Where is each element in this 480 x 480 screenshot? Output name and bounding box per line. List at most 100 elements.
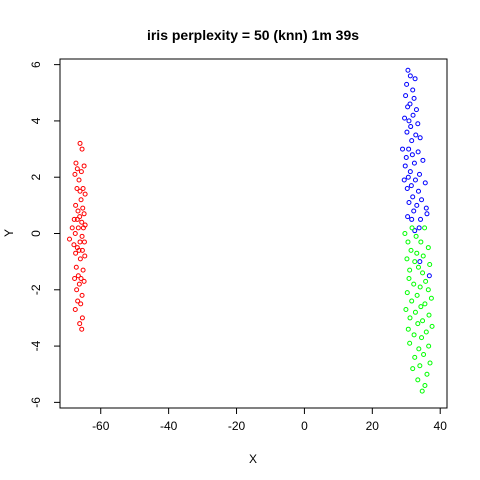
data-point [79, 219, 85, 225]
data-point [409, 138, 415, 144]
data-point [79, 247, 85, 253]
data-point [79, 146, 85, 152]
data-point [412, 354, 418, 360]
data-point [409, 216, 415, 222]
data-point [410, 112, 416, 118]
data-point [415, 264, 421, 270]
data-point [73, 202, 79, 208]
data-point [71, 242, 77, 248]
data-point [405, 67, 411, 73]
data-point [411, 208, 417, 214]
data-point [80, 267, 86, 273]
data-point [404, 185, 410, 191]
data-point [417, 284, 423, 290]
x-axis-label: X [249, 452, 257, 466]
data-point [415, 149, 421, 155]
data-point [76, 177, 82, 183]
data-point [405, 214, 411, 220]
y-axis: -6 -4 -2 0 2 4 6 [29, 61, 61, 408]
data-point [77, 321, 83, 327]
data-point [403, 306, 409, 312]
data-point [428, 295, 434, 301]
data-point [409, 225, 415, 231]
data-point [77, 140, 83, 146]
data-point [406, 276, 412, 282]
data-point [416, 346, 422, 352]
data-point [404, 290, 410, 296]
data-point [404, 81, 410, 87]
data-point [404, 129, 410, 135]
x-tick-label: 20 [366, 419, 380, 433]
data-point [419, 335, 425, 341]
data-point [419, 197, 425, 203]
data-point [414, 202, 420, 208]
y-axis-label: Y [2, 229, 16, 237]
data-point [75, 273, 81, 279]
data-point [420, 318, 426, 324]
data-point [404, 256, 410, 262]
data-point [423, 329, 429, 335]
data-point [411, 332, 417, 338]
data-point [426, 273, 432, 279]
data-point [415, 121, 421, 127]
data-point [72, 171, 78, 177]
data-point [422, 225, 428, 231]
data-point [402, 115, 408, 121]
data-point [407, 315, 413, 321]
data-point [408, 183, 414, 189]
data-point [423, 278, 429, 284]
data-point [78, 169, 84, 175]
data-point [82, 253, 88, 259]
data-point [81, 278, 87, 284]
data-point [415, 321, 421, 327]
data-point [74, 185, 80, 191]
data-point [406, 146, 412, 152]
data-point [72, 231, 78, 236]
data-point [412, 309, 418, 315]
data-point [67, 236, 73, 242]
data-point [77, 256, 83, 262]
data-point [420, 157, 426, 163]
x-tick-label: 40 [434, 419, 448, 433]
y-tick-label: -6 [29, 397, 43, 408]
data-point [411, 281, 417, 287]
data-point [410, 194, 416, 200]
data-point [410, 366, 416, 372]
data-point [72, 276, 78, 282]
data-point [79, 233, 85, 239]
data-point [415, 188, 421, 194]
data-point [411, 95, 417, 101]
y-tick-label: -4 [29, 340, 43, 351]
data-point [73, 250, 79, 256]
data-point [420, 253, 426, 259]
x-axis: -60 -40 -20 0 20 40 [92, 407, 448, 433]
data-point [80, 185, 86, 191]
data-point [425, 245, 431, 251]
data-point [75, 298, 81, 304]
data-point [413, 132, 419, 138]
data-point [73, 160, 79, 166]
data-point [407, 267, 413, 273]
data-point [422, 301, 428, 307]
data-points [67, 67, 435, 394]
data-point [79, 326, 85, 332]
data-point [76, 281, 82, 287]
data-point [402, 163, 408, 169]
data-point [409, 298, 415, 304]
data-point [407, 101, 413, 107]
x-tick-label: -40 [160, 419, 178, 433]
data-point [72, 306, 78, 312]
data-point [414, 250, 420, 256]
x-tick-label: 0 [301, 419, 308, 433]
data-point [405, 104, 411, 110]
data-point [408, 247, 414, 253]
data-point [427, 360, 433, 366]
data-point [410, 87, 416, 93]
data-point [75, 225, 81, 231]
data-point [69, 225, 75, 231]
data-point [419, 388, 425, 394]
data-point [402, 231, 408, 236]
data-point [79, 292, 85, 298]
data-point [78, 301, 84, 307]
data-point [417, 363, 423, 369]
